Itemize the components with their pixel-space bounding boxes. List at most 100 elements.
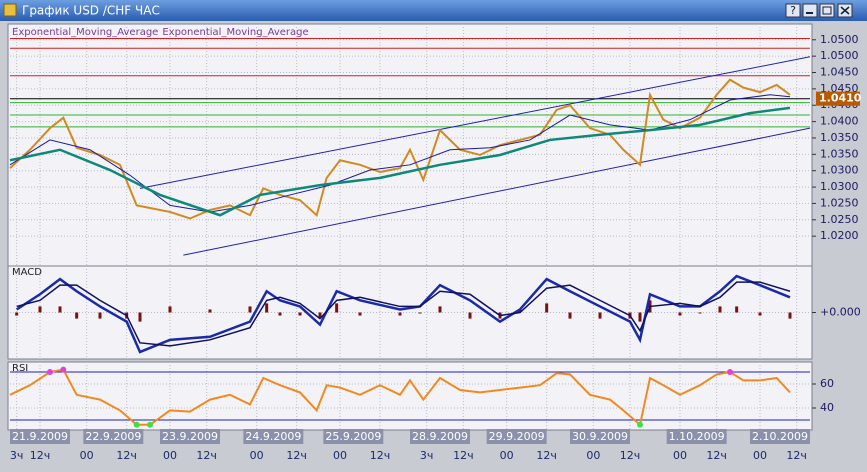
histogram-bar [678,312,682,316]
panel-title: RSI [12,363,28,374]
plots: 1.0200 1.0250 1.0250 1.0300 1.0300 1.0350 1.03… [7,23,862,462]
maximize-button[interactable] [819,3,835,18]
y-tick-label: 1.0200 [820,229,859,242]
legend: Exponential_Moving_Average Exponential_Mo… [12,27,309,38]
window-buttons[interactable]: ? [785,3,853,18]
date-tick-box [486,429,547,444]
histogram-bar [335,303,339,313]
x-tick-label: 12ч [786,449,807,462]
histogram-bar [75,312,79,319]
date-tick-box [243,429,304,444]
title-bar [0,0,867,21]
date-tick-label: 30.9.2009 [572,430,628,443]
date-tick-box [323,429,384,444]
minimize-button[interactable] [802,3,818,18]
extreme-point [727,369,733,375]
extreme-point [133,421,140,428]
histogram-bar [438,306,442,313]
panel [7,23,813,268]
date-tick-box [10,429,70,444]
y-tick-label: 1.0450 [820,66,859,79]
date-tick-label: 28.9.2009 [412,430,468,443]
series-line [16,281,791,347]
x-tick-label: 00 [673,449,687,462]
extreme-point [637,421,643,428]
histogram-bar [598,312,602,319]
histogram-bar [698,312,702,314]
histogram-bar [518,309,522,313]
extreme-point [147,421,153,428]
y-tick-label: 1.0300 [820,180,859,193]
trend-line [183,127,811,256]
window-title: График USD /CHF ЧАС [22,4,160,18]
date-tick-label: 25.9.2009 [325,430,381,443]
date-tick-label: 22.9.2009 [85,430,141,443]
histogram-bar [298,312,302,316]
histogram-bar [58,306,62,313]
panel-title: MACD [12,267,42,278]
legend-entry: Exponential_Moving_Average [162,27,308,38]
histogram-bar [265,303,269,313]
y-tick-label: +0.000 [820,306,861,319]
histogram-bar [15,312,19,316]
window-icon [3,3,17,17]
y-tick-label: 1.0350 [820,131,859,144]
histogram-bar [358,312,362,316]
histogram-bar [138,312,142,322]
date-tick-box [160,429,220,444]
histogram-bar [418,312,422,314]
date-tick-label: 24.9.2009 [245,430,301,443]
date-tick-box [750,429,810,444]
histogram-bar [758,312,762,316]
last-price-box [816,91,860,106]
x-tick-label: 12ч [116,449,137,462]
x-tick-label: 12ч [370,449,391,462]
help-button-label[interactable]: ? [790,4,796,17]
histogram-bar [638,312,642,322]
x-tick-label: 12ч [286,449,307,462]
y-tick-label: 1.0500 [820,33,859,46]
x-tick-label: 00 [586,449,600,462]
histogram-bar [568,312,572,319]
histogram-bar [545,303,549,313]
x-tick-label: 3ч [10,449,24,462]
x-tick-label: 00 [163,449,177,462]
x-tick-label: 00 [80,449,94,462]
date-tick-box [83,429,144,444]
y-tick-label: 1.0450 [820,82,859,95]
legend-entry: Exponential_Moving_Average [12,27,158,38]
y-tick-label: 1.0300 [820,164,859,177]
x-tick-label: 00 [500,449,514,462]
date-tick-label: 21.9.2009 [12,430,68,443]
series-line [9,106,791,217]
histogram-bar [38,306,42,313]
y-tick-label: 1.0350 [820,147,859,160]
price-line [9,368,791,427]
histogram-bar [168,306,172,313]
y-tick-label: 1.0250 [820,213,859,226]
x-tick-label: 12ч [536,449,557,462]
histogram-bar [735,306,739,313]
date-tick-label: 1.10.2009 [669,430,725,443]
y-tick-label: 1.0400 [820,115,859,128]
histogram-bar [98,312,102,319]
maximize-icon [822,6,832,15]
extreme-point [60,366,67,373]
trend-line [139,56,811,189]
y-tick-label: 1.0500 [820,49,859,62]
date-tick-label: 2.10.2009 [752,430,808,443]
x-tick-label: 12ч [453,449,474,462]
x-tick-label: 12ч [196,449,217,462]
histogram-bar [318,312,322,319]
histogram-bar [248,306,252,313]
price-line [9,78,791,220]
y-tick-label: 1.0250 [820,196,859,209]
histogram-bar [718,306,722,313]
last-price-label: 1.0410 [819,92,862,105]
x-tick-label: 12ч [30,449,51,462]
panel [7,361,813,431]
help-button[interactable] [785,3,801,18]
x-tick-label: 12ч [620,449,641,462]
close-icon [840,6,850,15]
